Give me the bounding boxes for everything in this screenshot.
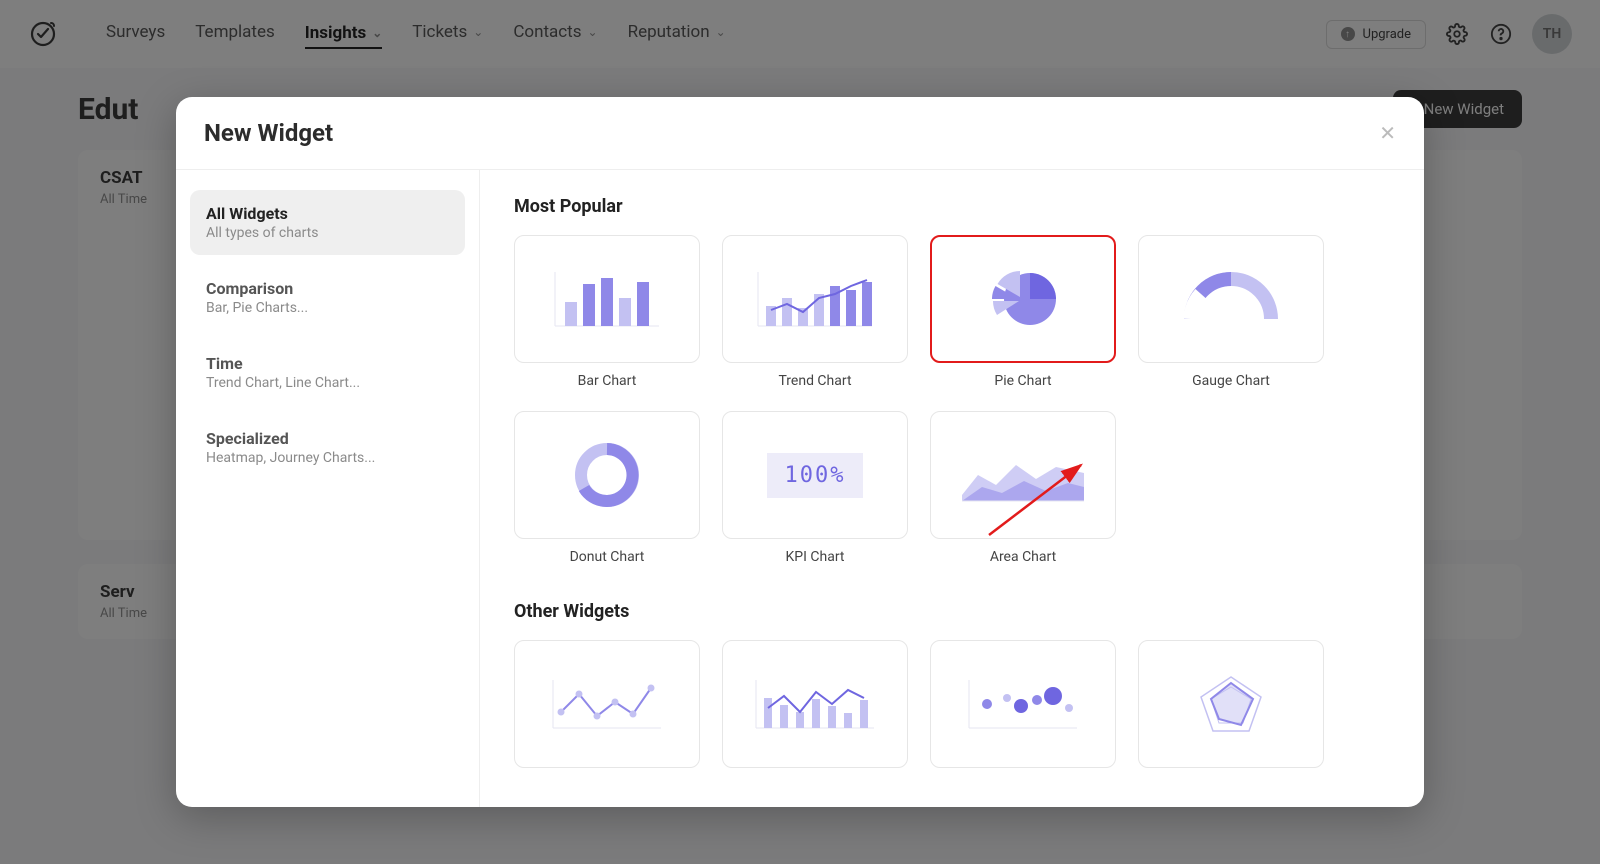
modal-title: New Widget — [204, 119, 333, 147]
category-time[interactable]: TimeTrend Chart, Line Chart... — [190, 340, 465, 405]
widget-tile-combo[interactable] — [722, 640, 908, 768]
category-all-widgets[interactable]: All WidgetsAll types of charts — [190, 190, 465, 255]
widget-tile-radar[interactable] — [1138, 640, 1324, 768]
tile-label: Gauge Chart — [1192, 373, 1270, 389]
section-heading: Other Widgets — [514, 601, 1390, 622]
category-comparison[interactable]: ComparisonBar, Pie Charts... — [190, 265, 465, 330]
widget-tile-pie-chart[interactable] — [930, 235, 1116, 363]
widget-gallery: Most Popular Bar Chart Trend Chart Pie Char… — [480, 170, 1424, 807]
widget-tile-donut-chart[interactable] — [514, 411, 700, 539]
section-heading: Most Popular — [514, 196, 1390, 217]
widget-tile-area-chart[interactable] — [930, 411, 1116, 539]
widget-tile-bubble[interactable] — [930, 640, 1116, 768]
tile-label: Donut Chart — [570, 549, 645, 565]
tile-label: Pie Chart — [994, 373, 1051, 389]
category-sidebar: All WidgetsAll types of charts Comparison… — [176, 170, 480, 807]
close-icon[interactable]: ✕ — [1379, 121, 1396, 145]
tile-label: Area Chart — [990, 549, 1056, 565]
widget-tile-bar-chart[interactable] — [514, 235, 700, 363]
widget-tile-gauge-chart[interactable] — [1138, 235, 1324, 363]
widget-tile-trend-chart[interactable] — [722, 235, 908, 363]
category-specialized[interactable]: SpecializedHeatmap, Journey Charts... — [190, 415, 465, 480]
tile-label: Trend Chart — [778, 373, 851, 389]
tile-label: KPI Chart — [785, 549, 844, 565]
widget-tile-kpi-chart[interactable]: 100% — [722, 411, 908, 539]
new-widget-modal: New Widget ✕ All WidgetsAll types of cha… — [176, 97, 1424, 807]
tile-label: Bar Chart — [578, 373, 637, 389]
widget-tile-line[interactable] — [514, 640, 700, 768]
modal-overlay: New Widget ✕ All WidgetsAll types of cha… — [0, 0, 1600, 864]
